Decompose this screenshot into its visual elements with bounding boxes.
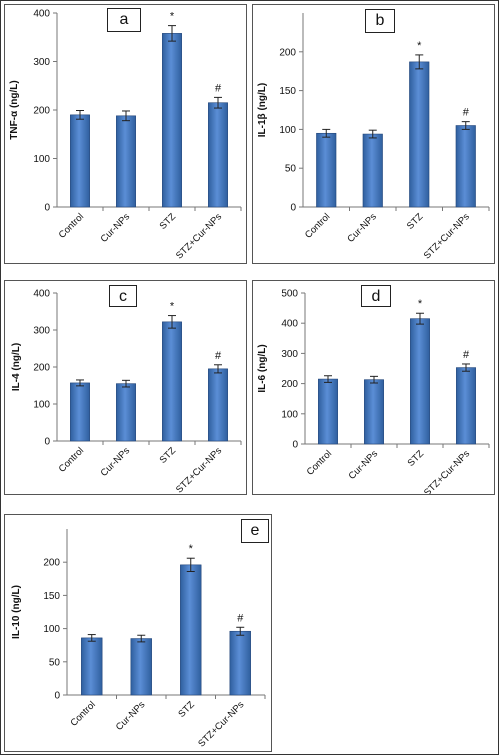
chart-b-y-tick-label: 150 [279,86,296,97]
chart-c-y-tick-label: 400 [33,289,50,300]
chart-c-bar [162,321,182,442]
chart-d: 0 100 200 300 400 500 IL-6 (ng/L) Control Cur-NP… [257,289,490,494]
chart-d-y-axis-label: IL-6 (ng/L) [257,344,268,392]
chart-a-y-tick-label: 200 [33,106,50,117]
chart-c-y-tick-label: 0 [44,437,50,448]
chart-e-y-tick-label: 200 [43,558,60,569]
chart-b: 0 50 100 150 200 IL-1β (ng/L) Control Cur-NPs * S… [257,13,490,261]
panel-a-label: a [107,8,141,32]
chart-b-significance-mark: * [417,40,422,52]
chart-c-y-tick-label: 200 [33,363,50,374]
chart-e-y-tick-label: 100 [43,624,60,635]
chart-d-bar [318,378,338,445]
chart-d-significance-mark: # [463,349,470,361]
chart-b-significance-mark: # [463,107,470,119]
chart-a-bar [70,114,90,208]
chart-b-category-label: Control [303,211,332,240]
chart-d-significance-mark: * [418,298,423,310]
chart-b-y-tick-label: 50 [285,164,297,175]
chart-a-y-tick-label: 100 [33,154,50,165]
chart-b-y-tick-label: 0 [290,203,296,214]
chart-a-bar [162,33,182,208]
chart-a-bar [208,102,228,208]
panel-d-label: d [361,285,391,307]
chart-e-y-tick-label: 50 [49,657,61,668]
chart-e-significance-mark: # [237,612,244,624]
chart-d-category-label: Cur-NPs [347,448,381,482]
chart-b-bar [316,132,337,208]
chart-a-category-label: STZ+Cur-NPs [174,211,224,261]
chart-c-significance-mark: # [215,350,222,362]
chart-e-y-tick-label: 150 [43,591,60,602]
chart-c-y-tick-label: 100 [33,400,50,411]
panel-b-label: b [365,9,395,33]
chart-d-y-tick-label: 100 [281,409,298,420]
chart-c-bar [70,382,90,442]
chart-a: 0 100 200 300 400 TNF-α (ng/L) Control Cur-NPs *… [9,9,242,261]
chart-d-y-tick-label: 500 [281,289,298,300]
chart-c-y-axis-label: IL-4 (ng/L) [11,343,22,391]
chart-d-bar [410,318,430,445]
chart-d-y-tick-label: 300 [281,349,298,360]
chart-d-y-tick-label: 400 [281,319,298,330]
chart-c-category-label: Cur-NPs [99,445,133,479]
chart-d-y-tick-label: 200 [281,379,298,390]
chart-e-category-label: STZ [176,699,197,720]
chart-a-y-axis-label: TNF-α (ng/L) [9,80,20,139]
chart-b-bar [455,125,476,208]
chart-a-y-tick-label: 400 [33,9,50,20]
chart-b-category-label: STZ [405,211,426,232]
chart-b-bar [362,133,383,208]
chart-b-y-tick-label: 200 [279,47,296,58]
panel-b: 0 50 100 150 200 IL-1β (ng/L) Control Cur-NPs * S… [252,4,495,264]
chart-e-y-tick-label: 0 [54,691,60,702]
panel-c: 0 100 200 300 400 IL-4 (ng/L) Control Cur-NPs * S… [4,280,247,495]
chart-c-y-tick-label: 300 [33,326,50,337]
chart-e-bar [130,638,152,696]
chart-e-category-label: Control [68,699,97,728]
chart-d-category-label: STZ [406,448,427,469]
chart-c-category-label: Control [57,445,86,474]
panel-e-label: e [241,519,269,543]
chart-c-category-label: STZ [158,445,179,466]
chart-a-significance-mark: # [215,82,222,94]
chart-e-bar [81,637,103,696]
chart-a-category-label: Cur-NPs [99,211,133,245]
chart-e-category-label: Cur-NPs [114,699,148,733]
chart-e-bar [229,630,251,696]
chart-e-significance-mark: * [189,543,194,555]
chart-b-y-axis-label: IL-1β (ng/L) [257,83,268,137]
chart-e-y-axis-label: IL-10 (ng/L) [11,585,22,639]
chart-a-significance-mark: * [170,11,175,23]
chart-d-category-label: Control [305,448,334,477]
chart-d-y-tick-label: 0 [292,440,298,451]
panel-d: 0 100 200 300 400 500 IL-6 (ng/L) Control Cur-NP… [252,280,495,495]
chart-b-y-tick-label: 100 [279,125,296,136]
panel-c-label: c [109,285,137,307]
chart-d-category-label: STZ+Cur-NPs [422,448,472,494]
chart-c-bar [208,368,228,442]
chart-c: 0 100 200 300 400 IL-4 (ng/L) Control Cur-NPs * S… [11,289,242,494]
chart-b-category-label: STZ+Cur-NPs [422,211,472,261]
chart-b-category-label: Cur-NPs [345,211,379,245]
chart-e-bar [180,564,202,696]
chart-c-significance-mark: * [170,301,175,313]
chart-a-category-label: STZ [158,211,179,232]
chart-a-category-label: Control [57,211,86,240]
chart-d-bar [364,379,384,445]
panel-e: 0 50 100 150 200 IL-10 (ng/L) Control Cur-NPs * S… [4,514,272,752]
panel-a: 0 100 200 300 400 TNF-α (ng/L) Control Cur-NPs *… [4,4,247,264]
chart-a-y-tick-label: 0 [44,203,50,214]
chart-d-bar [456,367,476,445]
chart-e: 0 50 100 150 200 IL-10 (ng/L) Control Cur-NPs * S… [11,529,266,749]
chart-e-category-label: STZ+Cur-NPs [196,699,246,749]
chart-c-bar [116,383,136,442]
chart-c-category-label: STZ+Cur-NPs [174,445,224,494]
chart-a-y-tick-label: 300 [33,57,50,68]
chart-a-bar [116,115,136,208]
chart-b-bar [409,61,430,208]
